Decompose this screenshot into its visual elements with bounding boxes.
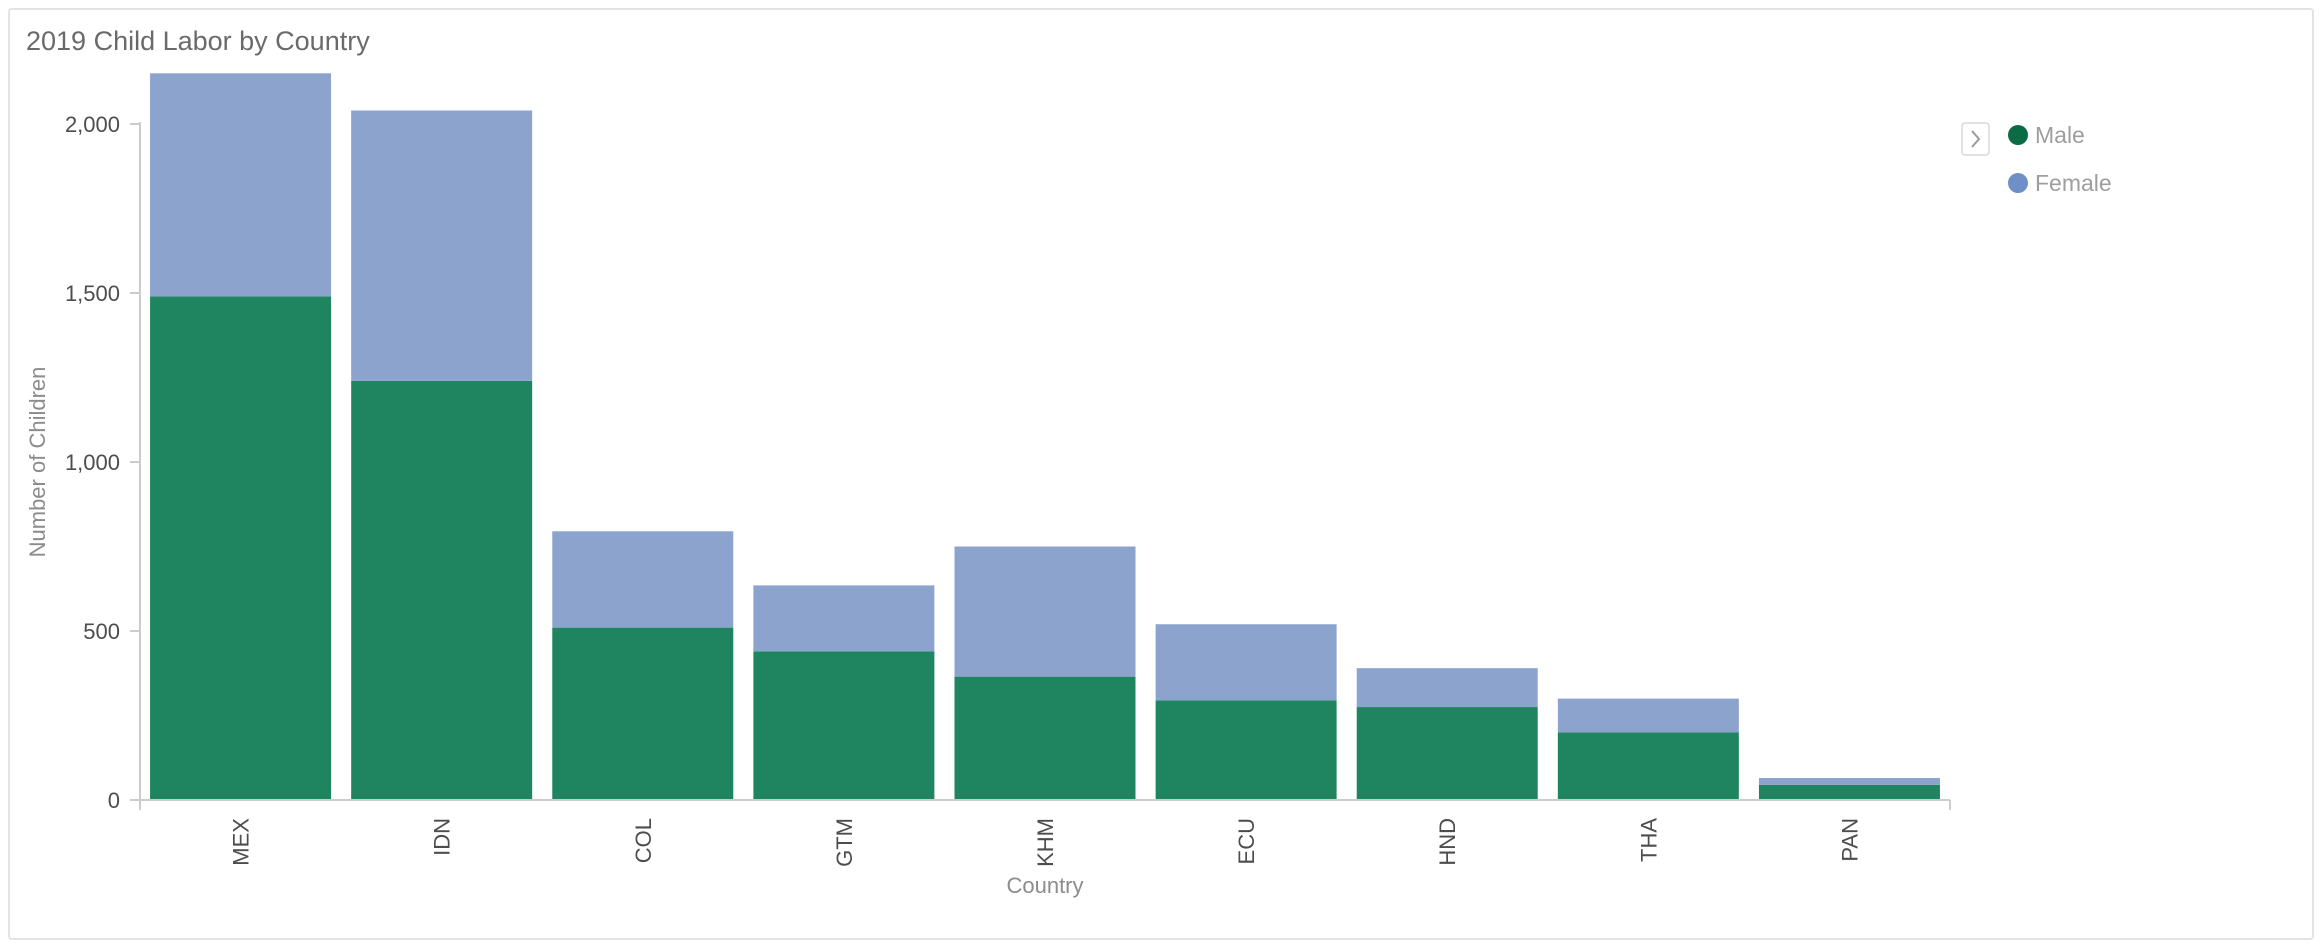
legend-swatch-male: [2008, 125, 2028, 145]
bars-group: [150, 73, 1940, 800]
x-tick-label-pan: PAN: [1837, 818, 1862, 862]
chevron-right-icon[interactable]: [1961, 122, 1990, 156]
y-tick-label: 0: [108, 788, 120, 813]
x-tick-label-ecu: ECU: [1234, 818, 1259, 864]
legend-label-female: Female: [2035, 170, 2112, 196]
legend-swatch-female: [2008, 173, 2028, 193]
x-tick-label-idn: IDN: [430, 818, 455, 856]
legend-label-male: Male: [2035, 122, 2085, 148]
bar-female-idn[interactable]: [351, 110, 533, 381]
bar-female-col[interactable]: [552, 531, 734, 628]
bar-female-ecu[interactable]: [1155, 624, 1337, 701]
y-axis-title: Number of Children: [25, 367, 50, 558]
bar-male-col[interactable]: [552, 627, 734, 800]
bar-male-mex[interactable]: [150, 296, 332, 800]
bar-male-gtm[interactable]: [753, 651, 935, 800]
x-axis-title: Country: [1006, 873, 1083, 898]
bar-female-pan[interactable]: [1758, 778, 1940, 785]
x-tick-label-khm: KHM: [1033, 818, 1058, 867]
x-tick-label-tha: THA: [1636, 818, 1661, 862]
y-tick-label: 1,000: [65, 450, 120, 475]
bar-female-khm[interactable]: [954, 546, 1136, 677]
x-tick-label-gtm: GTM: [832, 818, 857, 867]
bar-female-mex[interactable]: [150, 73, 332, 297]
bar-female-tha[interactable]: [1557, 698, 1739, 733]
x-axis: MEX IDN COL GTM KHM ECU HND THA PAN: [139, 799, 1951, 867]
legend: Male Female: [1961, 122, 2112, 196]
x-tick-label-hnd: HND: [1435, 818, 1460, 866]
bar-male-pan[interactable]: [1758, 784, 1940, 800]
legend-item-female[interactable]: Female: [2008, 170, 2112, 196]
bar-male-khm[interactable]: [954, 676, 1136, 800]
bar-male-ecu[interactable]: [1155, 700, 1337, 800]
bar-male-tha[interactable]: [1557, 732, 1739, 800]
legend-item-male[interactable]: Male: [2008, 122, 2085, 148]
y-axis: 0 500 1,000 1,500 2,000: [65, 112, 141, 813]
y-tick-label: 2,000: [65, 112, 120, 137]
y-tick-label: 1,500: [65, 281, 120, 306]
bar-male-idn[interactable]: [351, 380, 533, 800]
chart-title: 2019 Child Labor by Country: [26, 26, 370, 56]
x-tick-label-mex: MEX: [229, 818, 254, 866]
bar-female-hnd[interactable]: [1356, 668, 1538, 708]
y-tick-label: 500: [83, 619, 120, 644]
bar-female-gtm[interactable]: [753, 585, 935, 652]
bar-male-hnd[interactable]: [1356, 707, 1538, 800]
x-tick-label-col: COL: [631, 818, 656, 863]
